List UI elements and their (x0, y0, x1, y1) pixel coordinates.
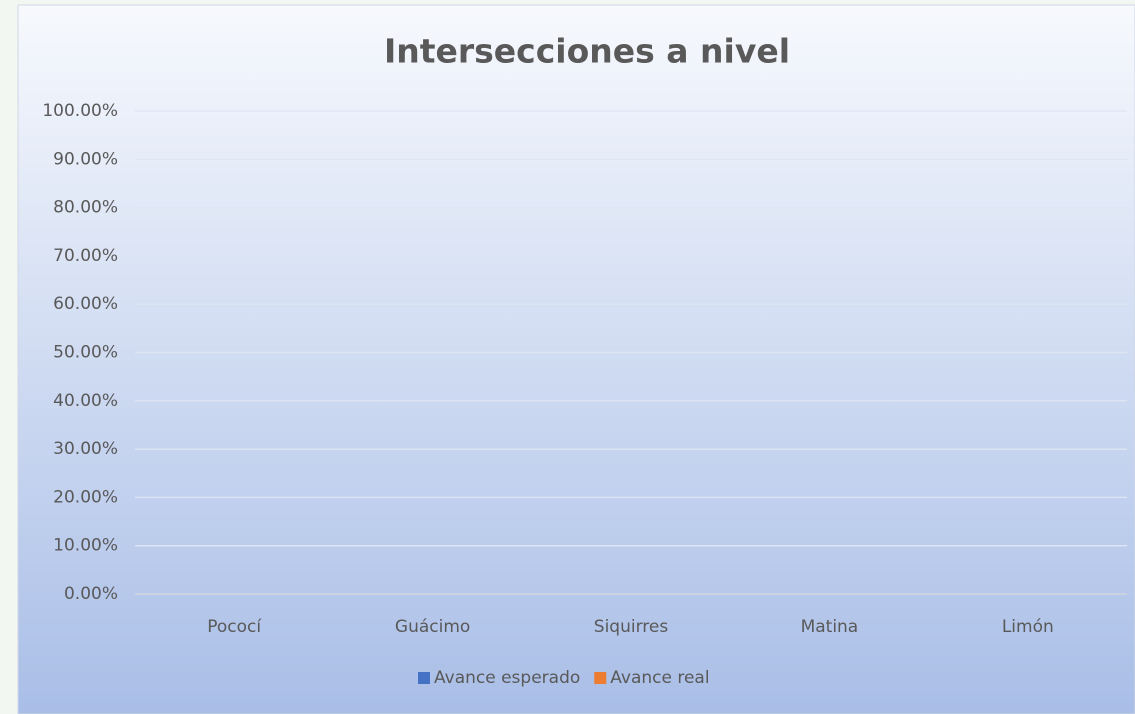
y-tick-label: 30.00% (53, 439, 118, 459)
y-tick-label: 70.00% (53, 246, 118, 266)
y-tick-label: 10.00% (53, 536, 118, 556)
x-tick-label: Guácimo (395, 617, 470, 637)
legend-label: Avance esperado (434, 668, 580, 688)
y-tick-label: 50.00% (53, 343, 118, 363)
y-tick-label: 0.00% (64, 584, 118, 604)
y-tick-label: 20.00% (53, 487, 118, 507)
y-tick-label: 80.00% (53, 198, 118, 218)
legend-swatch (594, 672, 607, 684)
x-tick-label: Siquirres (594, 617, 669, 637)
x-tick-label: Matina (801, 617, 859, 637)
y-tick-label: 100.00% (42, 101, 118, 121)
legend-label: Avance real (610, 668, 709, 688)
y-tick-label: 40.00% (53, 391, 118, 411)
chart-area (17, 4, 1135, 714)
x-tick-label: Pococí (207, 617, 262, 637)
legend-swatch (418, 672, 430, 684)
y-tick-label: 90.00% (53, 149, 118, 169)
chart-title: Intersecciones a nivel (384, 32, 790, 71)
x-tick-label: Limón (1002, 617, 1054, 637)
y-tick-label: 60.00% (53, 294, 118, 314)
